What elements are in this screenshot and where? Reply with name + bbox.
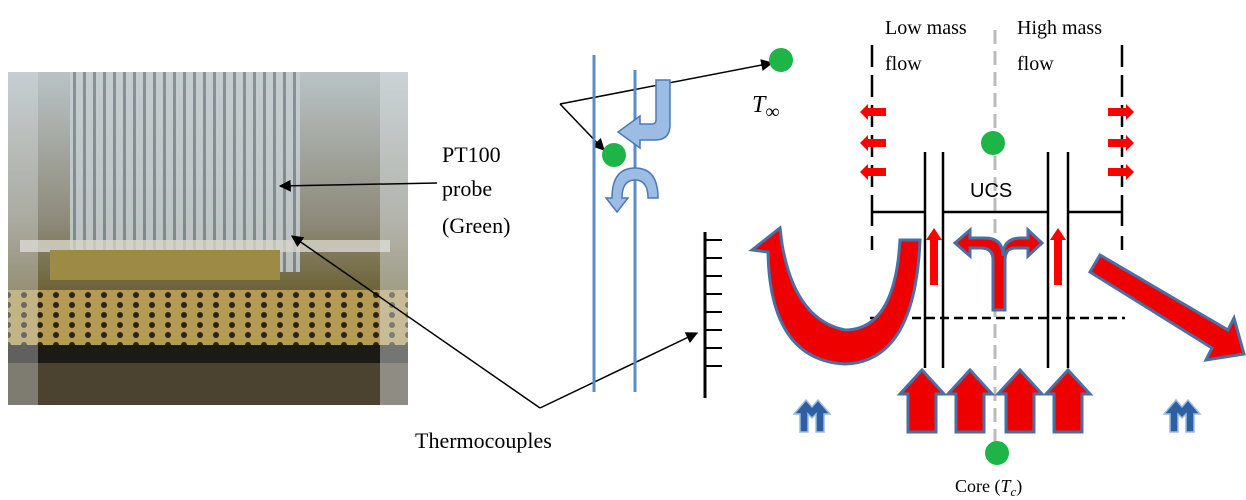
label-line: flow <box>1017 53 1054 75</box>
photo <box>8 72 408 405</box>
symbol: T <box>752 92 767 118</box>
pt100-label: PT100 probe (Green) <box>442 142 510 238</box>
pt100-line: PT100 <box>442 142 501 167</box>
pt100-line: probe <box>442 176 492 201</box>
high-mass-flow-label: High mass flow <box>1017 17 1107 75</box>
probe-schematic <box>592 55 722 398</box>
low-mass-flow-label: Low mass flow <box>885 17 972 75</box>
core-label: Core (Tc) <box>955 476 1022 499</box>
symbol: T <box>1000 476 1012 496</box>
subscript: ∞ <box>765 101 779 123</box>
ucs-label: UCS <box>970 180 1012 202</box>
pt100-line: (Green) <box>442 213 510 238</box>
label-line: High mass <box>1017 17 1102 39</box>
t-inf-label: T∞ <box>752 92 780 123</box>
probes <box>602 48 1009 465</box>
core-text: Core ( <box>955 476 1000 497</box>
thermocouples-label: Thermocouples <box>415 428 552 453</box>
label-line: Low mass <box>885 17 967 39</box>
label-line: flow <box>885 53 922 75</box>
ucs-schematic <box>748 30 1246 465</box>
core-close: ) <box>1016 476 1022 497</box>
subscript: c <box>1011 484 1017 499</box>
